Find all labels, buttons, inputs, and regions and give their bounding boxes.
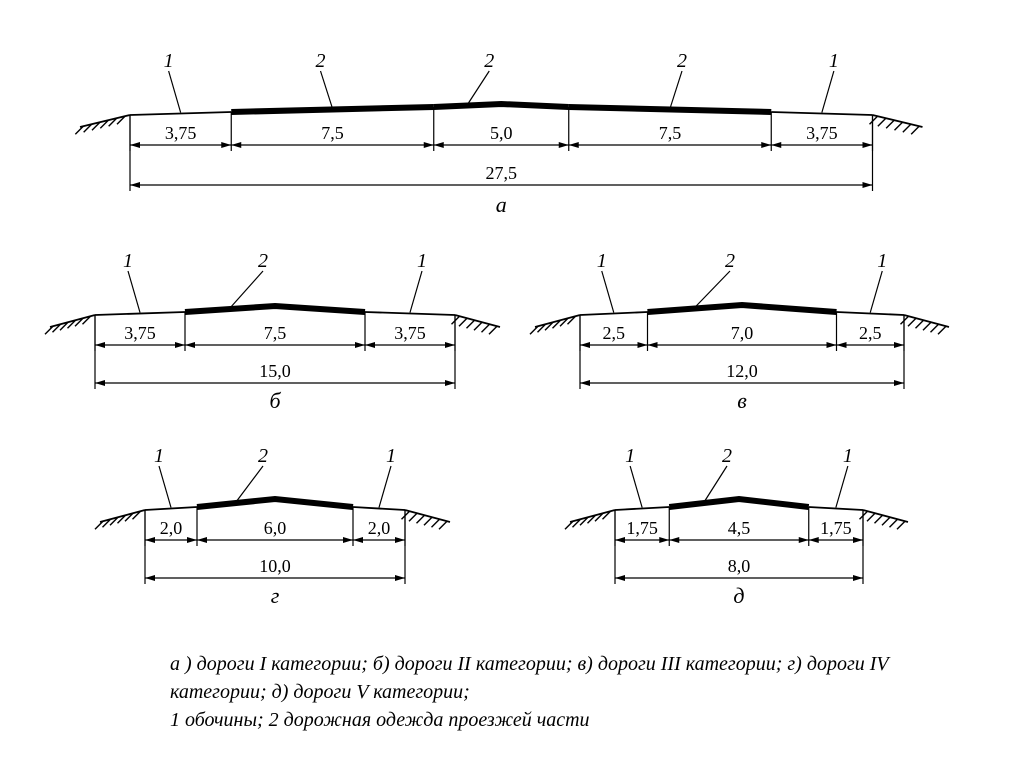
svg-text:1: 1 xyxy=(877,250,887,272)
svg-text:7,0: 7,0 xyxy=(731,323,754,343)
svg-text:5,0: 5,0 xyxy=(490,123,513,143)
caption-line-1: а ) дороги I категории; б) дороги II кат… xyxy=(170,653,888,703)
svg-text:8,0: 8,0 xyxy=(728,556,751,576)
section-v: 1 2 1 2,5 7,0 2,5 12,0 в xyxy=(530,250,949,413)
svg-text:15,0: 15,0 xyxy=(259,361,291,381)
svg-text:7,5: 7,5 xyxy=(321,123,344,143)
svg-text:1: 1 xyxy=(597,250,607,272)
svg-text:в: в xyxy=(737,388,747,413)
svg-text:1: 1 xyxy=(123,250,133,272)
section-b: 1 2 1 3,75 7,5 3,75 15,0 б xyxy=(45,250,500,413)
svg-text:2: 2 xyxy=(316,50,326,72)
section-d: 1 2 1 1,75 4,5 1,75 8,0 д xyxy=(565,445,908,608)
svg-text:2: 2 xyxy=(258,250,268,272)
svg-text:1,75: 1,75 xyxy=(626,518,658,538)
svg-text:3,75: 3,75 xyxy=(394,323,426,343)
svg-text:1: 1 xyxy=(154,445,164,467)
svg-text:1: 1 xyxy=(625,445,635,467)
svg-text:27,5: 27,5 xyxy=(486,163,518,183)
svg-text:2: 2 xyxy=(484,50,494,72)
section-g: 1 2 1 2,0 6,0 2,0 10,0 г xyxy=(95,445,450,608)
svg-text:2: 2 xyxy=(258,445,268,467)
section-a: 1 2 2 2 1 3,75 7,5 5,0 7,5 3,75 27,5 а xyxy=(75,50,922,217)
svg-text:4,5: 4,5 xyxy=(728,518,751,538)
page: 1 2 2 2 1 3,75 7,5 5,0 7,5 3,75 27,5 а 1 2 1 3,75 7,5 3,7… xyxy=(0,0,1024,767)
svg-text:7,5: 7,5 xyxy=(264,323,287,343)
svg-text:2,0: 2,0 xyxy=(160,518,183,538)
caption-line-2: 1 обочины; 2 дорожная одежда проезжей ча… xyxy=(170,709,590,731)
svg-text:1: 1 xyxy=(417,250,427,272)
svg-text:3,75: 3,75 xyxy=(806,123,838,143)
svg-text:2,5: 2,5 xyxy=(603,323,626,343)
svg-text:12,0: 12,0 xyxy=(726,361,758,381)
svg-text:1: 1 xyxy=(164,50,174,72)
caption: а ) дороги I категории; б) дороги II кат… xyxy=(170,650,890,734)
svg-text:2: 2 xyxy=(725,250,735,272)
svg-text:2: 2 xyxy=(722,445,732,467)
svg-text:1: 1 xyxy=(843,445,853,467)
svg-text:2: 2 xyxy=(677,50,687,72)
svg-text:1: 1 xyxy=(829,50,839,72)
svg-text:10,0: 10,0 xyxy=(259,556,291,576)
svg-text:б: б xyxy=(269,388,281,413)
svg-text:1: 1 xyxy=(386,445,396,467)
svg-text:7,5: 7,5 xyxy=(659,123,682,143)
svg-text:1,75: 1,75 xyxy=(820,518,852,538)
svg-text:д: д xyxy=(733,583,744,608)
svg-text:2,0: 2,0 xyxy=(368,518,391,538)
svg-text:г: г xyxy=(271,583,280,608)
svg-text:2,5: 2,5 xyxy=(859,323,882,343)
svg-text:а: а xyxy=(496,192,507,217)
svg-text:3,75: 3,75 xyxy=(165,123,197,143)
svg-text:6,0: 6,0 xyxy=(264,518,287,538)
svg-text:3,75: 3,75 xyxy=(124,323,156,343)
